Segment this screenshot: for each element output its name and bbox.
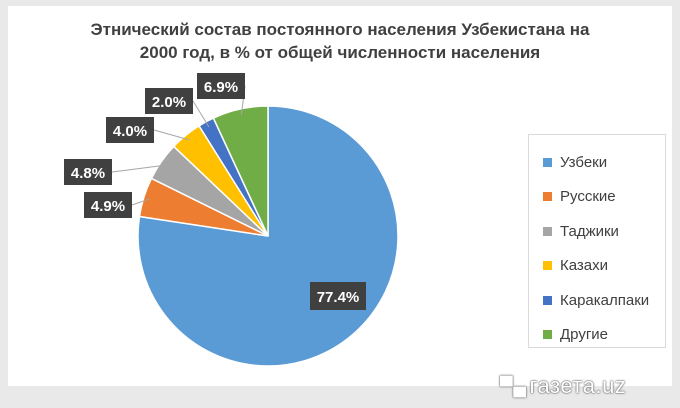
data-label-box xyxy=(310,282,366,310)
data-label-text: 6.9% xyxy=(204,79,238,96)
data-label-box xyxy=(145,88,193,114)
leader-line-kazakhs xyxy=(153,129,190,141)
pie-chart: 77.4% 4.9% 4.8% 4.0% 2.0% 6.9% xyxy=(64,73,399,367)
data-label-text: 4.0% xyxy=(113,123,147,140)
chart-title: Этнический состав постоянного населения … xyxy=(8,18,672,64)
legend-swatch xyxy=(543,192,552,202)
data-label-karakalpaks: 2.0% xyxy=(145,88,193,114)
legend-swatch xyxy=(543,261,552,271)
data-label-box xyxy=(106,117,154,143)
data-label-box xyxy=(84,192,132,218)
data-label-text: 77.4% xyxy=(317,289,360,306)
data-label-text: 4.9% xyxy=(91,198,125,215)
legend-label: Казахи xyxy=(560,257,609,275)
legend-swatch xyxy=(543,226,552,236)
watermark-text: газета.uz xyxy=(529,373,627,398)
legend: Узбеки Русские Таджики Казахи Каракалпак… xyxy=(528,134,666,348)
data-label-kazakhs: 4.0% xyxy=(106,117,154,143)
legend-swatch xyxy=(543,330,552,340)
logo-mark-icon: ▀▄ xyxy=(500,375,527,396)
data-label-text: 4.8% xyxy=(71,165,105,182)
chart-title-line-2: 2000 год, в % от общей численности насел… xyxy=(139,43,541,62)
legend-item-russians: Русские xyxy=(543,180,665,215)
data-label-text: 2.0% xyxy=(152,94,186,111)
data-label-russians: 4.9% xyxy=(84,192,132,218)
legend-item-uzbeks: Узбеки xyxy=(543,145,665,180)
legend-label: Таджики xyxy=(560,222,619,240)
chart-title-line-1: Этнический состав постоянного населения … xyxy=(90,20,590,39)
legend-label: Узбеки xyxy=(560,153,608,171)
leader-line-russians xyxy=(131,198,150,206)
legend-item-tajiks: Таджики xyxy=(543,214,665,249)
data-label-tajiks: 4.8% xyxy=(64,159,112,185)
legend-label: Русские xyxy=(560,188,616,206)
legend-item-kazakhs: Казахи xyxy=(543,249,665,284)
chart-card: Этнический состав постоянного населения … xyxy=(8,6,672,386)
data-label-box xyxy=(64,159,112,185)
data-label-box xyxy=(197,73,245,99)
legend-label: Каракалпаки xyxy=(560,291,650,309)
legend-swatch xyxy=(543,157,552,167)
data-label-others: 6.9% xyxy=(197,73,245,99)
legend-label: Другие xyxy=(560,326,609,344)
leader-line-tajiks xyxy=(111,164,167,173)
watermark-logo: ▀▄ газета.uz xyxy=(500,373,627,398)
leader-line-karakalpaks xyxy=(192,100,210,128)
data-label-uzbeks: 77.4% xyxy=(310,282,366,310)
legend-swatch xyxy=(543,295,552,305)
legend-item-others: Другие xyxy=(543,318,665,353)
legend-item-karakalpaks: Каракалпаки xyxy=(543,283,665,318)
pie-slice-others xyxy=(212,105,269,237)
